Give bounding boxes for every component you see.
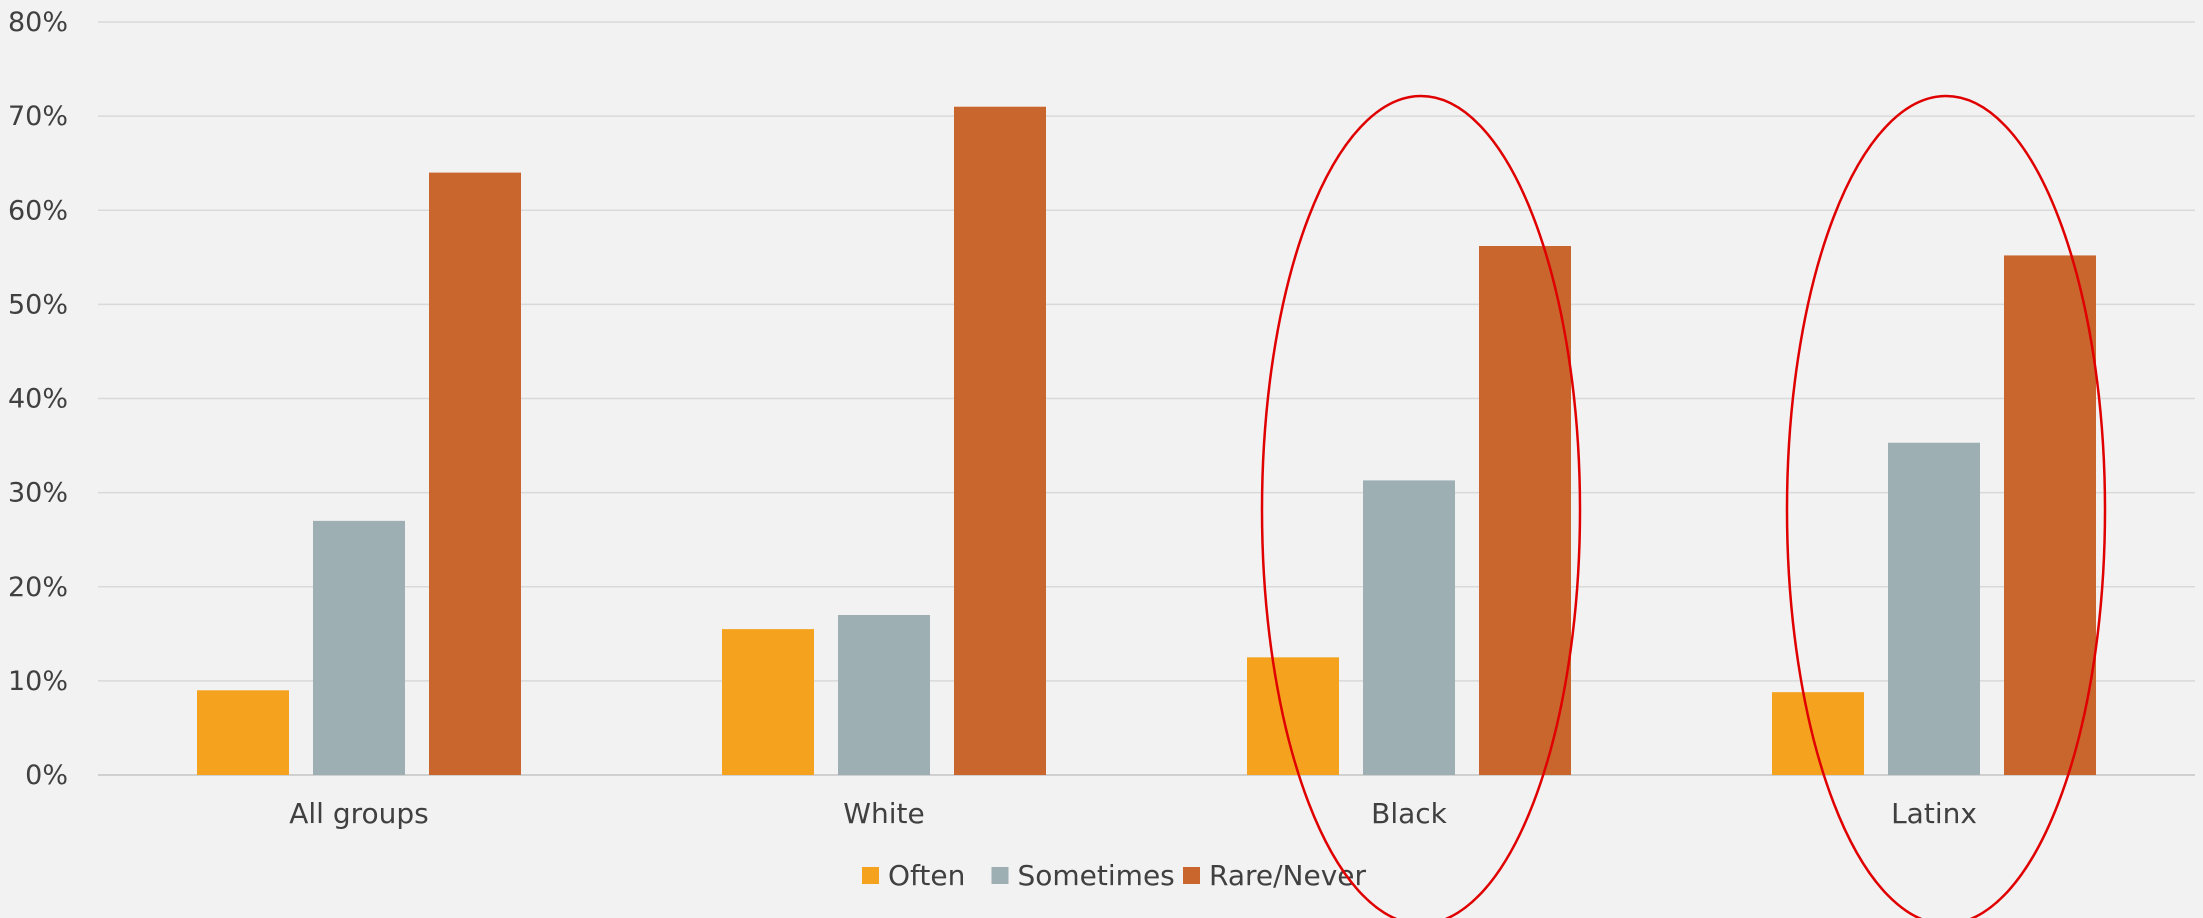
highlight-ellipses xyxy=(1260,94,2107,918)
bar-rare-never-latinx xyxy=(2004,255,2096,775)
x-category-label: White xyxy=(843,797,924,830)
y-tick-label: 0% xyxy=(25,760,68,791)
y-tick-label: 60% xyxy=(8,195,68,226)
y-tick-label: 80% xyxy=(8,7,68,38)
y-tick-label: 40% xyxy=(8,384,68,415)
x-axis-category-labels: All groups White Black Latinx xyxy=(289,797,1977,830)
x-category-label: Black xyxy=(1371,797,1448,830)
bar-sometimes-white xyxy=(838,614,930,775)
x-category-label: All groups xyxy=(289,797,429,830)
legend-swatch xyxy=(862,867,879,884)
y-axis-tick-labels: 0% 10% 20% 30% 40% 50% 60% 70% 80% xyxy=(8,7,68,791)
y-tick-label: 20% xyxy=(8,572,68,603)
bar-rare-never-black xyxy=(1479,246,1571,775)
highlight-ellipse xyxy=(1260,94,1582,918)
bars xyxy=(197,106,2096,776)
legend-label: Rare/Never xyxy=(1209,859,1367,892)
y-tick-label: 10% xyxy=(8,666,68,697)
bar-often-all-groups xyxy=(197,690,289,775)
legend-swatch xyxy=(1183,867,1200,884)
bar-often-latinx xyxy=(1772,692,1864,775)
legend: Often Sometimes Rare/Never xyxy=(862,859,1367,892)
bar-rare-never-white xyxy=(954,106,1046,775)
x-category-label: Latinx xyxy=(1891,797,1977,830)
legend-swatch xyxy=(991,867,1009,884)
y-tick-label: 30% xyxy=(8,478,68,509)
highlight-ellipse xyxy=(1785,94,2107,918)
legend-label: Sometimes xyxy=(1018,859,1175,892)
bar-sometimes-black xyxy=(1363,480,1455,775)
y-tick-label: 50% xyxy=(8,289,68,320)
bar-rare-never-all-groups xyxy=(429,172,521,776)
bar-sometimes-latinx xyxy=(1888,442,1980,775)
legend-label: Often xyxy=(888,859,965,892)
bar-sometimes-all-groups xyxy=(313,520,405,775)
bar-often-white xyxy=(722,629,814,775)
gridlines xyxy=(98,21,2195,776)
y-tick-label: 70% xyxy=(8,101,68,132)
